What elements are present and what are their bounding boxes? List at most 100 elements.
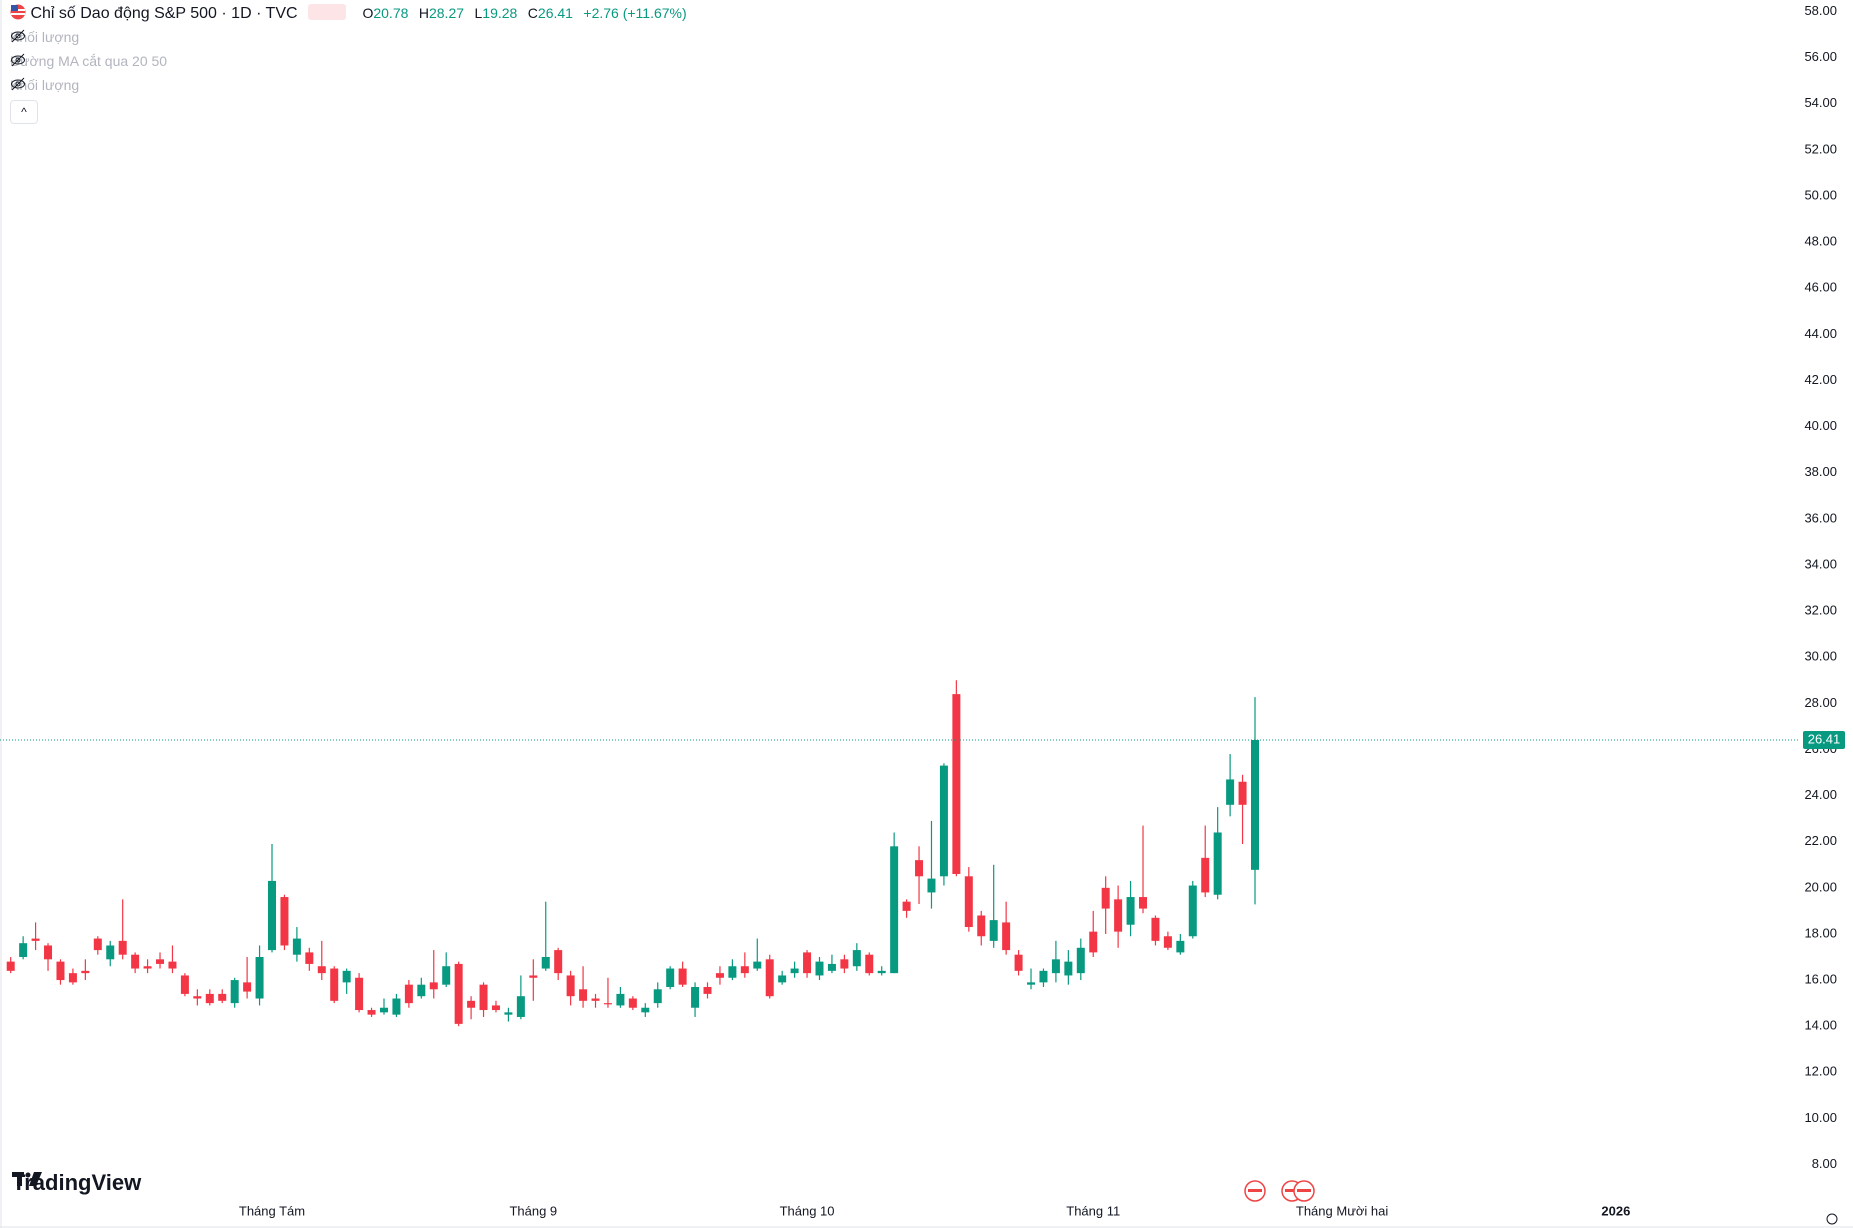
brand-logo	[12, 1172, 42, 1186]
eye-off-icon[interactable]	[10, 53, 26, 67]
candle-body	[168, 961, 177, 969]
y-tick-label: 50.00	[1804, 187, 1837, 202]
h-value: 28.27	[428, 5, 465, 21]
y-tick-label: 12.00	[1804, 1064, 1837, 1079]
candle-body	[280, 897, 289, 946]
eye-off-icon[interactable]	[10, 29, 26, 43]
candle-body	[554, 950, 563, 974]
candle-body	[1213, 832, 1222, 895]
y-tick-label: 16.00	[1804, 972, 1837, 987]
status-badge[interactable]	[308, 4, 347, 20]
candle-body	[803, 952, 812, 974]
candle-body	[6, 961, 15, 971]
candle-body	[292, 938, 301, 955]
candle-body	[852, 950, 861, 967]
last-price-label: 26.41	[1808, 731, 1841, 746]
y-tick-label: 20.00	[1804, 879, 1837, 894]
y-tick-label: 18.00	[1804, 925, 1837, 940]
collapse-button[interactable]: ^	[10, 100, 38, 124]
candle-body	[1201, 857, 1210, 893]
indicator[interactable]: Khối lượng	[10, 29, 79, 45]
candle-body	[1076, 947, 1085, 974]
candle-body	[678, 968, 687, 985]
candle-body	[143, 966, 152, 969]
candle-body	[1163, 936, 1172, 948]
candle-body	[56, 961, 65, 981]
candle-body	[840, 959, 849, 969]
h-label: H	[418, 5, 429, 21]
o-label: O	[362, 5, 374, 21]
candle-body	[715, 973, 724, 978]
candle-body	[1139, 897, 1148, 909]
x-tick-label: Tháng Tám	[239, 1203, 305, 1218]
candle-body	[890, 846, 899, 974]
candle-body	[666, 968, 675, 987]
eye-off-icon[interactable]	[10, 77, 26, 91]
candle-body	[355, 977, 364, 1011]
candle-body	[541, 957, 550, 969]
candle-body	[1114, 899, 1123, 932]
candle-body	[989, 920, 998, 941]
x-tick-label: Tháng 9	[509, 1203, 557, 1218]
candle-body	[1238, 781, 1247, 805]
y-tick-label: 56.00	[1804, 49, 1837, 64]
candle-body	[106, 945, 115, 960]
candle-body	[19, 943, 28, 958]
y-tick-label: 14.00	[1804, 1018, 1837, 1033]
indicator-name: Khối lượng	[10, 77, 80, 93]
y-tick-label: 58.00	[1804, 3, 1837, 18]
candle-body	[417, 984, 426, 997]
candle-body	[118, 940, 127, 955]
candle-body	[653, 989, 662, 1004]
candle-body	[939, 765, 948, 877]
y-tick-label: 22.00	[1804, 833, 1837, 848]
candle-body	[579, 989, 588, 1001]
candle-body	[927, 878, 936, 893]
candle-body	[31, 938, 40, 941]
candle-body	[1014, 954, 1023, 971]
candle-body	[81, 970, 90, 974]
candle-body	[44, 945, 53, 960]
candle-body	[1188, 885, 1197, 937]
candle-body	[765, 959, 774, 997]
l-value: 19.28	[482, 5, 518, 21]
event-flag-stripe	[1248, 1189, 1262, 1192]
candle-body	[479, 984, 488, 1011]
indicator[interactable]: Đường MA cắt qua 20 50	[10, 53, 167, 69]
candle-body	[616, 993, 625, 1006]
y-tick-label: 48.00	[1804, 234, 1837, 249]
candle-body	[305, 952, 314, 964]
candle-body	[790, 968, 799, 974]
candle-body	[1151, 917, 1160, 941]
candle-body	[491, 1005, 500, 1011]
brand: TradingView	[12, 1170, 141, 1196]
candle-body	[641, 1007, 650, 1013]
y-tick-label: 44.00	[1804, 326, 1837, 341]
candle-body	[753, 961, 762, 969]
y-tick-label: 46.00	[1804, 280, 1837, 295]
flag-icon	[10, 4, 26, 20]
candle-body	[504, 1012, 513, 1015]
candle-body	[566, 975, 575, 997]
indicator[interactable]: Khối lượng	[10, 77, 79, 93]
candle-body	[529, 975, 538, 978]
candle-body	[243, 982, 252, 992]
candle-body	[952, 694, 961, 874]
y-tick-label: 38.00	[1804, 464, 1837, 479]
candle-body	[815, 961, 824, 976]
title: Chỉ số Dao động S&P 500 · 1D · TVC	[30, 5, 298, 22]
candle-body	[827, 963, 836, 971]
candle-body	[964, 876, 973, 928]
candle-body	[342, 970, 351, 983]
x-tick-label: Tháng 10	[780, 1203, 835, 1218]
y-tick-label: 36.00	[1804, 510, 1837, 525]
candle-body	[1126, 897, 1135, 925]
candle-body	[68, 973, 77, 983]
candle-body	[691, 986, 700, 1008]
candle-body	[1039, 970, 1048, 983]
y-tick-label: 28.00	[1804, 695, 1837, 710]
candle-body	[442, 966, 451, 985]
indicator-name: Đường MA cắt qua 20 50	[10, 53, 168, 69]
candle-body	[392, 998, 401, 1015]
candle-body	[93, 938, 102, 951]
